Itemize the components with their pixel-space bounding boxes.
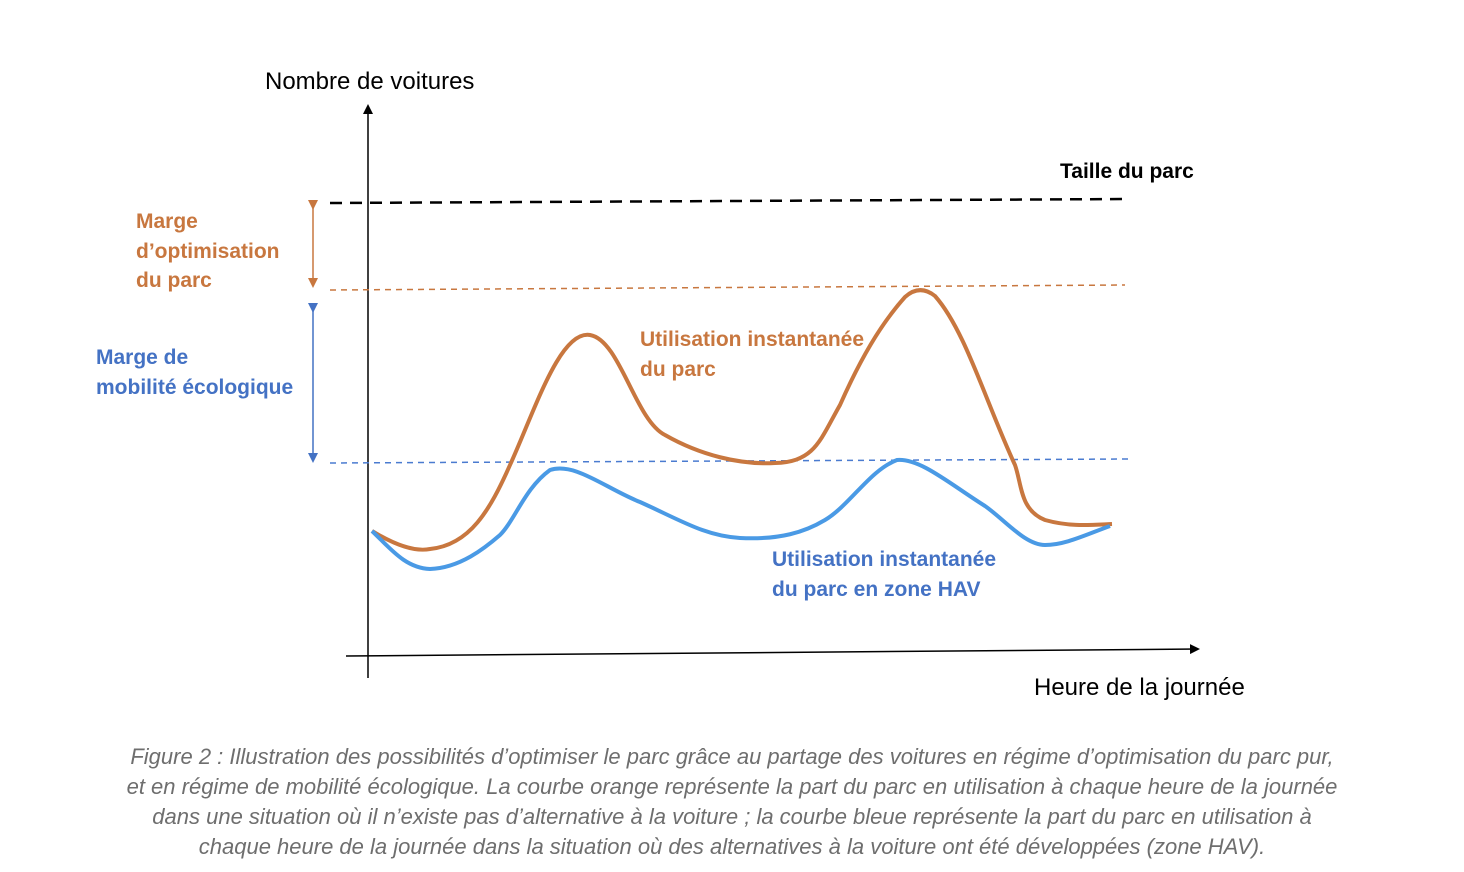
blue-usage-curve: [370, 457, 1111, 572]
orange-usage-curve: [370, 288, 1113, 552]
blue-curve-label: Utilisation instantanée du parc en zone …: [772, 548, 1002, 601]
fleet-size-line: [329, 197, 1131, 205]
y-axis-label: Nombre de voitures: [265, 68, 474, 95]
ecological-margin-label: Marge de mobilité écologique: [96, 346, 293, 399]
caption-line: chaque heure de la journée dans la situa…: [198, 834, 1266, 859]
x-axis: [345, 644, 1200, 657]
caption-line: dans une situation où il n’existe pas d’…: [152, 804, 1312, 829]
optimisation-margin-label: Marge d’optimisation du parc: [136, 210, 285, 292]
caption-line: Figure 2 : Illustration des possibilités…: [130, 744, 1334, 769]
orange-peak-line: [329, 284, 1126, 291]
figure-caption: Figure 2 : Illustration des possibilités…: [40, 742, 1424, 862]
orange-curve-label: Utilisation instantanée du parc: [640, 328, 870, 381]
caption-line: et en régime de mobilité écologique. La …: [126, 774, 1338, 799]
x-axis-label: Heure de la journée: [1034, 674, 1245, 701]
fleet-size-label: Taille du parc: [1060, 160, 1194, 183]
